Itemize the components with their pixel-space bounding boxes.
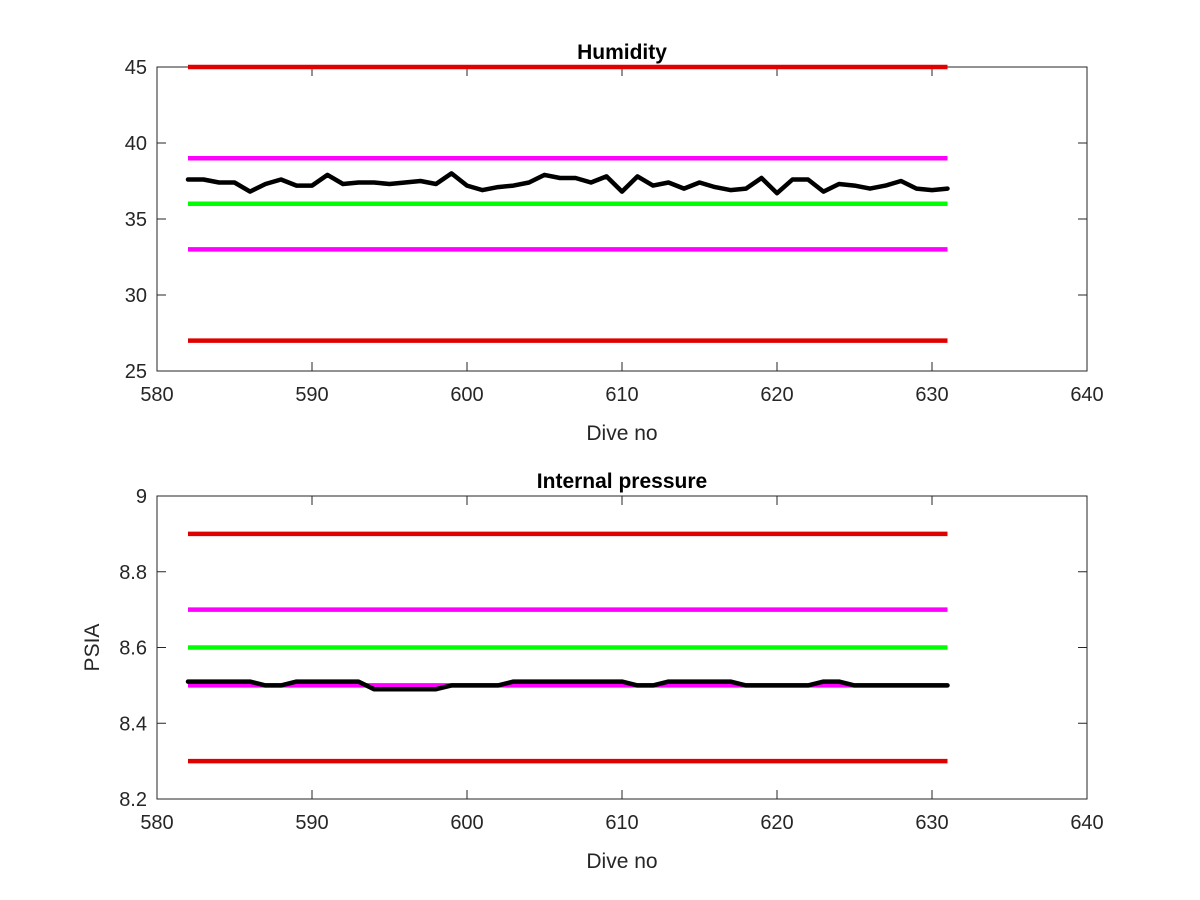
internal-pressure-x-tick-label: 620 xyxy=(760,812,793,834)
internal-pressure-plot: 580 590 600 610 620 630 640 8.2 8.4 8.6 8.8 9 Intern… xyxy=(81,470,1104,873)
internal-pressure-x-tick-label: 610 xyxy=(605,812,638,834)
internal-pressure-x-tick-label: 590 xyxy=(295,812,328,834)
humidity-y-tick-label: 40 xyxy=(125,133,147,155)
internal-pressure-x-tick-label: 640 xyxy=(1070,812,1103,834)
internal-pressure-y-tick-label: 8.4 xyxy=(119,713,147,735)
humidity-x-tick-label: 630 xyxy=(915,384,948,406)
internal-pressure-title: Internal pressure xyxy=(537,470,707,493)
internal-pressure-y-tick-label: 8.8 xyxy=(119,562,147,584)
humidity-y-tick-label: 25 xyxy=(125,361,147,383)
internal-pressure-y-tick-label: 8.2 xyxy=(119,789,147,811)
humidity-x-axis-label: Dive no xyxy=(586,422,657,445)
internal-pressure-data-line xyxy=(185,679,950,692)
humidity-x-tick-label: 640 xyxy=(1070,384,1103,406)
humidity-axes-box xyxy=(156,66,1088,372)
humidity-x-tick-label: 590 xyxy=(295,384,328,406)
humidity-y-tick-label: 30 xyxy=(125,285,147,307)
internal-pressure-y-axis-label: PSIA xyxy=(81,624,104,672)
humidity-plot: 580 590 600 610 620 630 640 25 30 35 40 45 Humidity D… xyxy=(125,41,1104,445)
humidity-title: Humidity xyxy=(577,41,667,64)
internal-pressure-y-tick-label: 8.6 xyxy=(119,638,147,660)
humidity-x-tick-label: 620 xyxy=(760,384,793,406)
humidity-y-tick-label: 45 xyxy=(125,57,147,79)
humidity-y-tick-label: 35 xyxy=(125,209,147,231)
humidity-x-tick-label: 580 xyxy=(140,384,173,406)
internal-pressure-y-tick-label: 9 xyxy=(136,486,147,508)
humidity-data-line xyxy=(185,171,950,196)
internal-pressure-x-tick-label: 580 xyxy=(140,812,173,834)
humidity-x-tick-label: 610 xyxy=(605,384,638,406)
humidity-x-tick-label: 600 xyxy=(450,384,483,406)
internal-pressure-x-tick-label: 600 xyxy=(450,812,483,834)
internal-pressure-x-axis-label: Dive no xyxy=(586,850,657,873)
internal-pressure-x-tick-label: 630 xyxy=(915,812,948,834)
